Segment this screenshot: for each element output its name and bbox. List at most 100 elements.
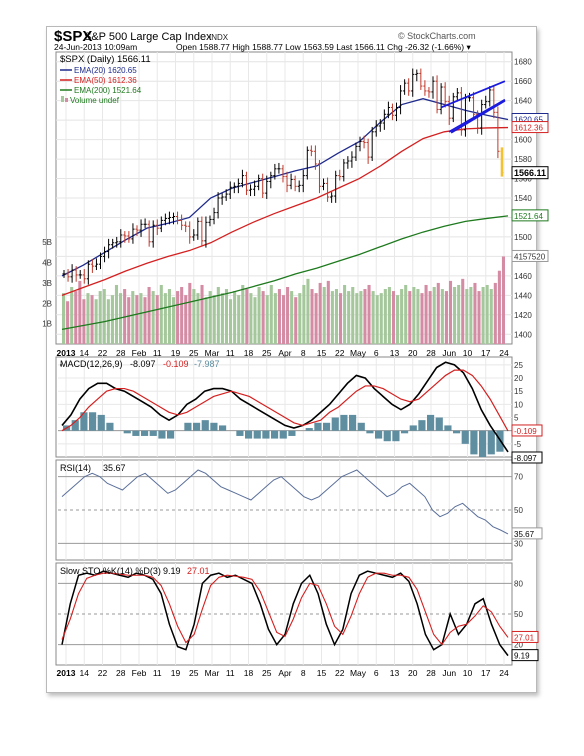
volume-bar xyxy=(127,297,131,344)
volume-bars xyxy=(62,256,505,344)
x-axis-label: 17 xyxy=(481,348,491,358)
macd-histogram-bar xyxy=(470,430,478,455)
rsi-value-box xyxy=(511,527,543,540)
volume-bar xyxy=(298,293,302,344)
ema20-legend: EMA(20) 1620.65 xyxy=(74,66,137,75)
chart-frame xyxy=(46,26,537,693)
macd-histogram-bar xyxy=(167,430,175,439)
sto-value-box xyxy=(511,630,539,643)
macd-tick-label: 20 xyxy=(514,374,523,383)
volume-tick-label: 3B xyxy=(42,279,52,288)
macd-histogram-bar xyxy=(210,422,218,431)
volume-bar xyxy=(489,289,493,344)
volume-bar xyxy=(70,287,74,344)
volume-bar xyxy=(220,293,224,344)
macd-histogram-bar xyxy=(340,414,348,431)
volume-bar xyxy=(351,287,355,344)
volume-bar xyxy=(171,297,176,344)
volume-bar xyxy=(436,282,440,344)
x-axis-label: 22 xyxy=(98,348,108,358)
price-bars xyxy=(62,68,504,285)
macd-histogram-bar xyxy=(392,430,400,442)
macd-signal-line xyxy=(61,369,509,432)
trend-line xyxy=(440,80,506,109)
macd-histogram-bar xyxy=(349,414,357,431)
volume-bar xyxy=(204,297,208,344)
macd-histogram-bar xyxy=(253,430,261,439)
x-axis-label: 19 xyxy=(171,348,181,358)
x-axis-label-bottom: 14 xyxy=(80,668,90,678)
macd-tick-label: 10 xyxy=(514,400,523,409)
sto-k-line xyxy=(61,570,509,657)
macd-legend-v3: -7.987 xyxy=(194,359,220,369)
macd-histogram-bar xyxy=(245,430,253,439)
macd-histogram-bar xyxy=(314,422,322,431)
volume-bar xyxy=(131,291,135,344)
price-legend: $SPX (Daily) 1566.11 EMA(20) 1620.65 EMA… xyxy=(60,54,151,105)
rsi-legend: RSI(14) 35.67 xyxy=(60,463,126,473)
macd-histogram-bar xyxy=(201,420,209,431)
rsi-tick-label: 50 xyxy=(514,506,523,515)
rsi-panel xyxy=(55,459,513,561)
macd-histogram-bar xyxy=(357,422,365,431)
macd-value-box xyxy=(511,424,543,437)
x-axis-label: May xyxy=(350,348,367,358)
price-tick-label: 1440 xyxy=(514,291,532,300)
x-axis-label: 25 xyxy=(189,348,199,358)
volume-bar xyxy=(457,284,461,344)
ema50-line xyxy=(61,126,509,296)
macd-histogram-bar xyxy=(149,430,157,436)
trend-line xyxy=(450,99,506,134)
rsi-tick-label: 70 xyxy=(514,473,523,482)
price-legend-main: $SPX (Daily) 1566.11 xyxy=(60,54,151,65)
volume-bar xyxy=(241,284,245,344)
volume-bar xyxy=(461,278,465,344)
volume-bar xyxy=(196,293,200,344)
x-axis-label-bottom: 6 xyxy=(374,668,379,678)
volume-bar xyxy=(440,289,444,344)
volume-bar xyxy=(408,291,412,344)
macd-histogram-bar xyxy=(288,430,296,436)
volume-bar xyxy=(281,295,286,344)
volume-bar xyxy=(114,284,119,344)
x-axis-label-bottom: 10 xyxy=(463,668,473,678)
macd-plot xyxy=(61,361,509,457)
macd-histogram-bar xyxy=(158,430,166,439)
macd-histogram-bar xyxy=(271,430,279,439)
x-axis-label-bottom: 25 xyxy=(262,668,272,678)
x-axis-label-bottom: 28 xyxy=(426,668,436,678)
macd-histogram-bar xyxy=(89,412,97,431)
volume-bar xyxy=(453,287,457,344)
macd-histogram-bar xyxy=(80,412,88,431)
volume-bar xyxy=(400,289,404,344)
price-tick-label: 1460 xyxy=(514,272,532,281)
volume-bar xyxy=(249,293,253,344)
macd-line xyxy=(61,361,509,453)
macd-panel xyxy=(55,356,513,458)
macd-histogram-bar xyxy=(461,430,469,444)
last-price-label: 1566.11 xyxy=(514,168,546,178)
price-tick-label: 1660 xyxy=(514,77,532,86)
volume-tick-label: 4B xyxy=(42,259,52,268)
x-axis-label-bottom: May xyxy=(350,668,367,678)
macd-tick-label: -5 xyxy=(514,440,522,449)
ema200-line-value-box xyxy=(511,209,549,222)
x-axis-label: 20 xyxy=(408,348,418,358)
macd-histogram-bar xyxy=(453,430,461,434)
sto-panel xyxy=(55,562,513,666)
rsi-plot xyxy=(61,469,509,535)
ema50-line-value: 1612.36 xyxy=(514,124,543,133)
volume-bar xyxy=(74,291,78,344)
macd-histogram-bar xyxy=(193,422,201,431)
ema200-line xyxy=(61,215,509,331)
chart-date: 24-Jun-2013 10:09am xyxy=(54,42,138,52)
x-axis-label: 8 xyxy=(301,348,306,358)
volume-bar xyxy=(208,291,212,344)
price-tick-label: 1640 xyxy=(514,97,532,106)
macd-histogram-bar xyxy=(435,417,443,431)
macd-histogram-bar xyxy=(236,430,244,436)
macd-value-label: -8.097 xyxy=(514,454,537,463)
x-axis-label-bottom: 8 xyxy=(301,668,306,678)
rsi-value-label: 35.67 xyxy=(514,530,535,539)
volume-bar xyxy=(420,293,424,344)
